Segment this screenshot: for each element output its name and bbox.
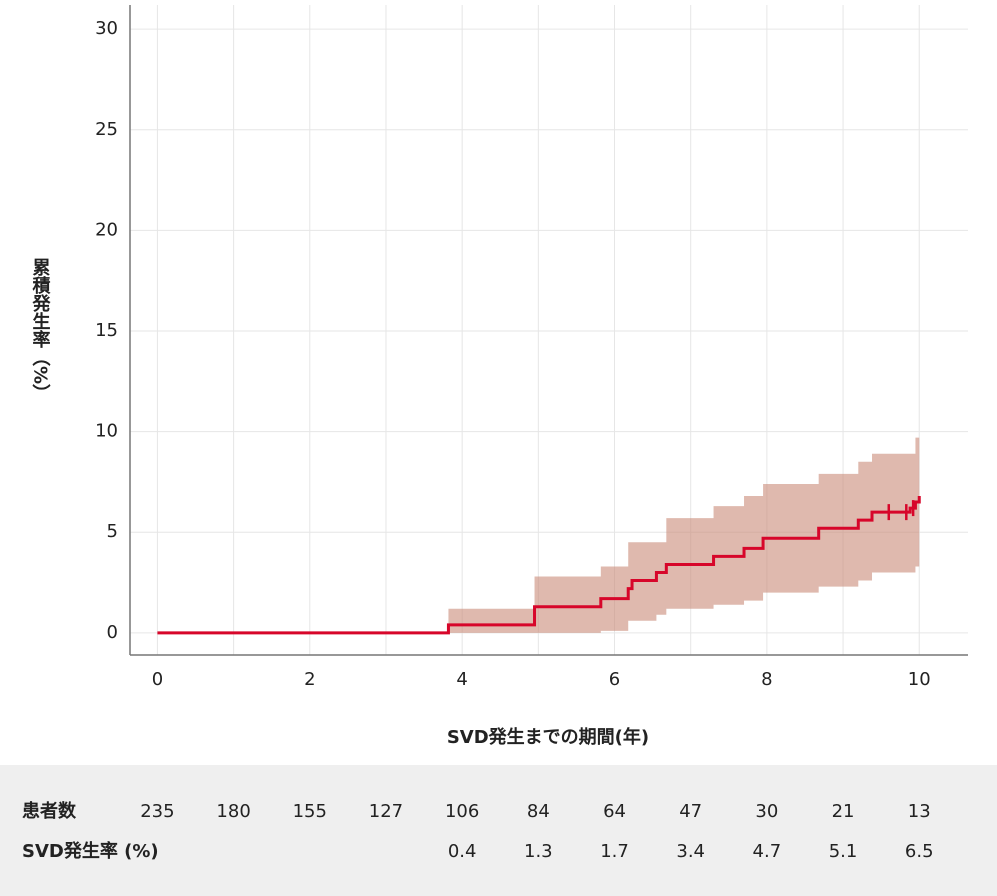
risk-cell: 84	[527, 801, 550, 822]
y-tick-label: 5	[107, 521, 118, 542]
risk-cell: 30	[755, 801, 778, 822]
risk-row-label: 患者数	[22, 800, 77, 822]
risk-cell: 1.7	[600, 841, 629, 862]
risk-cell: 127	[369, 801, 403, 822]
risk-cell: 235	[140, 801, 174, 822]
risk-cell: 47	[679, 801, 702, 822]
risk-cell: 4.7	[753, 841, 782, 862]
risk-cell: 64	[603, 801, 626, 822]
risk-cell: 1.3	[524, 841, 553, 862]
step-line	[157, 496, 921, 635]
risk-table-bg	[0, 765, 997, 896]
x-tick-label: 0	[152, 669, 163, 690]
risk-row-label: SVD発生率 (%)	[22, 840, 159, 862]
risk-cell: 21	[832, 801, 855, 822]
risk-cell: 3.4	[676, 841, 705, 862]
y-tick-label: 25	[95, 119, 118, 140]
risk-cell: 5.1	[829, 841, 858, 862]
y-tick-label: 10	[95, 421, 118, 442]
x-tick-label: 2	[304, 669, 315, 690]
risk-cell: 155	[293, 801, 327, 822]
risk-cell: 0.4	[448, 841, 477, 862]
confidence-band	[157, 437, 920, 633]
x-tick-label: 4	[456, 669, 467, 690]
y-tick-label: 30	[95, 18, 118, 39]
x-axis-label: SVD発生までの期間(年)	[447, 726, 649, 748]
risk-cell: 106	[445, 801, 479, 822]
x-tick-label: 6	[609, 669, 620, 690]
risk-cell: 13	[908, 801, 931, 822]
x-tick-label: 10	[908, 669, 931, 690]
risk-cell: 6.5	[905, 841, 934, 862]
y-tick-label: 0	[107, 622, 118, 643]
risk-cell: 180	[216, 801, 250, 822]
y-tick-label: 15	[95, 320, 118, 341]
y-axis-label: 累積発生率（%）	[30, 258, 52, 402]
x-tick-label: 8	[761, 669, 772, 690]
y-tick-label: 20	[95, 219, 118, 240]
